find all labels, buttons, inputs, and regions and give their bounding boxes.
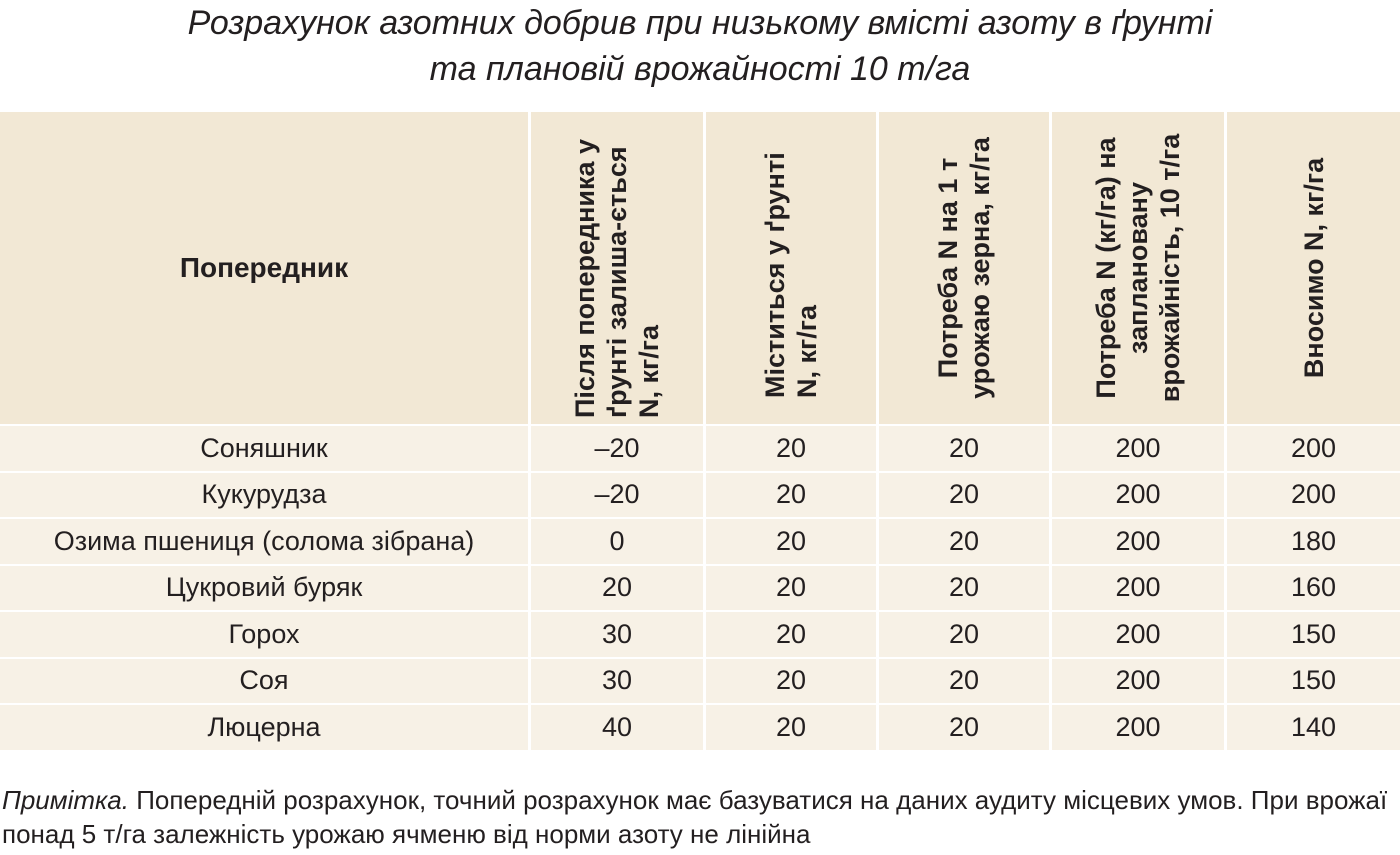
cell-n-per-ton: 20 [879,705,1049,750]
cell-n-planned-yield: 200 [1052,612,1224,657]
cell-soil-n: 20 [706,658,876,703]
note-label: Примітка. [2,785,129,815]
cell-soil-n: 20 [706,565,876,610]
cell-residual-n: 0 [531,519,703,564]
cell-soil-n: 20 [706,705,876,750]
column-header-residual-n: Після попередника у ґрунті залиша-ється … [531,112,703,424]
table-body: Соняшник –20 20 20 200 200 Кукурудза –20 20 20 200… [0,424,1400,750]
cell-residual-n: 30 [531,612,703,657]
cell-predecessor: Соняшник [0,426,528,471]
column-header-n-per-ton: Потреба N на 1 т урожаю зерна, кг/га [879,112,1049,424]
cell-n-planned-yield: 200 [1052,519,1224,564]
column-header-n-per-ton-text: Потреба N на 1 т урожаю зерна, кг/га [933,137,995,399]
cell-n-per-ton: 20 [879,426,1049,471]
table-row: Соя 30 20 20 200 150 [0,657,1400,703]
cell-soil-n: 20 [706,426,876,471]
column-header-n-applied-text: Вносимо N, кг/га [1298,157,1329,379]
cell-n-applied: 150 [1227,612,1400,657]
cell-residual-n: 20 [531,565,703,610]
cell-residual-n: 30 [531,658,703,703]
cell-n-planned-yield: 200 [1052,426,1224,471]
cell-n-applied: 180 [1227,519,1400,564]
fertilizer-table: Попередник Після попередника у ґрунті за… [0,112,1400,750]
cell-n-applied: 200 [1227,472,1400,517]
cell-n-applied: 140 [1227,705,1400,750]
table-row: Люцерна 40 20 20 200 140 [0,703,1400,750]
cell-predecessor: Соя [0,658,528,703]
table-row: Соняшник –20 20 20 200 200 [0,424,1400,471]
table-title: Розрахунок азотних добрив при низькому в… [0,0,1400,92]
cell-n-planned-yield: 200 [1052,472,1224,517]
column-header-n-applied: Вносимо N, кг/га [1227,112,1400,424]
table-header-row: Попередник Після попередника у ґрунті за… [0,112,1400,424]
note-text: Попередній розрахунок, точний розрахунок… [2,785,1388,849]
column-header-residual-n-text: Після попередника у ґрунті залиша-ється … [570,138,664,418]
cell-predecessor: Озима пшениця (солома зібрана) [0,519,528,564]
cell-soil-n: 20 [706,519,876,564]
cell-n-planned-yield: 200 [1052,705,1224,750]
table-note: Примітка. Попередній розрахунок, точний … [2,783,1392,851]
cell-predecessor: Цукровий буряк [0,565,528,610]
cell-residual-n: –20 [531,472,703,517]
column-header-n-planned-yield: Потреба N (кг/га) на заплановану врожайн… [1052,112,1224,424]
cell-n-applied: 160 [1227,565,1400,610]
cell-predecessor: Горох [0,612,528,657]
cell-n-per-ton: 20 [879,519,1049,564]
cell-soil-n: 20 [706,472,876,517]
table-row: Горох 30 20 20 200 150 [0,610,1400,657]
table-title-line-2: та плановій врожайності 10 т/га [429,50,971,88]
cell-predecessor: Кукурудза [0,472,528,517]
cell-residual-n: 40 [531,705,703,750]
cell-n-planned-yield: 200 [1052,565,1224,610]
cell-n-per-ton: 20 [879,612,1049,657]
table-title-line-1: Розрахунок азотних добрив при низькому в… [187,4,1213,42]
cell-n-per-ton: 20 [879,565,1049,610]
cell-predecessor: Люцерна [0,705,528,750]
cell-n-per-ton: 20 [879,658,1049,703]
column-header-soil-n-text: Міститься у ґрунті N, кг/га [760,152,822,398]
table-row: Кукурудза –20 20 20 200 200 [0,471,1400,517]
cell-residual-n: –20 [531,426,703,471]
cell-n-planned-yield: 200 [1052,658,1224,703]
cell-n-applied: 200 [1227,426,1400,471]
cell-n-applied: 150 [1227,658,1400,703]
cell-soil-n: 20 [706,612,876,657]
table-row: Озима пшениця (солома зібрана) 0 20 20 200 18… [0,517,1400,564]
column-header-predecessor: Попередник [0,112,528,424]
column-header-n-planned-yield-text: Потреба N (кг/га) на заплановану врожайн… [1091,133,1185,403]
cell-n-per-ton: 20 [879,472,1049,517]
table-row: Цукровий буряк 20 20 20 200 160 [0,564,1400,610]
column-header-soil-n: Міститься у ґрунті N, кг/га [706,112,876,424]
